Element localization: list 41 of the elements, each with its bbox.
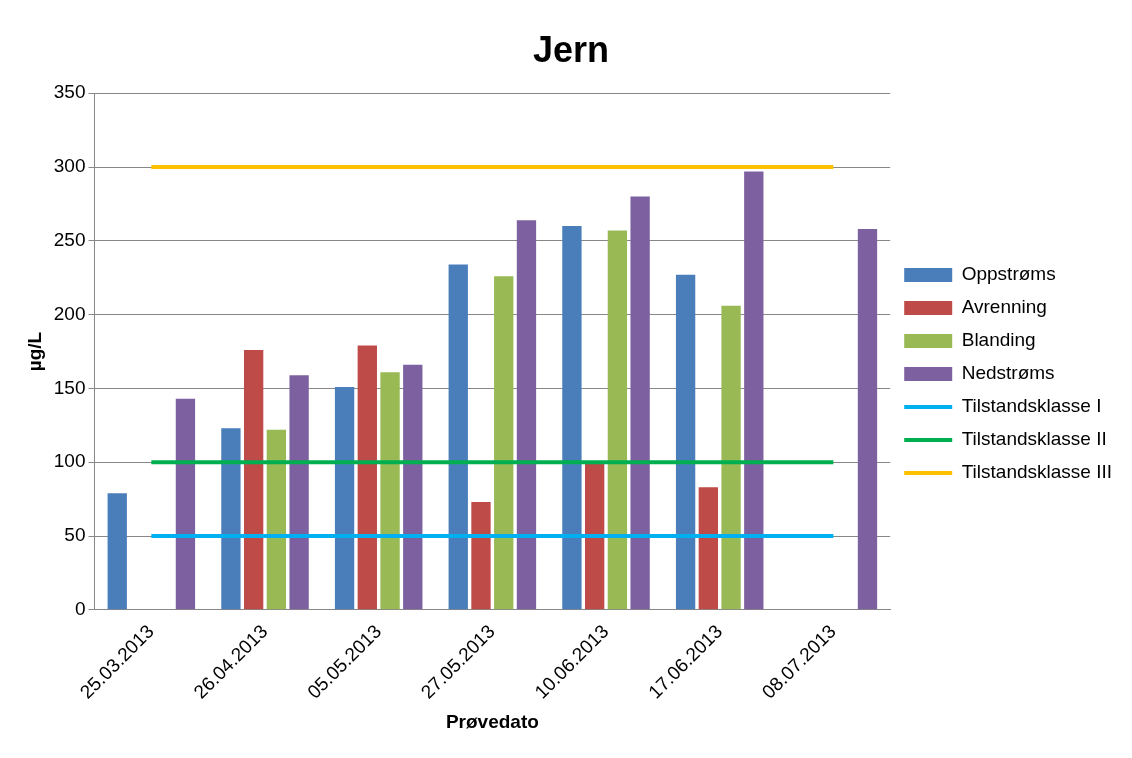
bar <box>448 264 468 610</box>
bar <box>289 375 309 610</box>
bar <box>107 493 127 610</box>
bar <box>266 429 287 610</box>
chart-title: Jern <box>532 28 610 70</box>
bar <box>630 196 650 610</box>
legend-label: Nedstrøms <box>961 362 1055 384</box>
bar <box>516 220 537 610</box>
bar <box>471 502 491 610</box>
y-tick-label: 0 <box>74 598 86 620</box>
bar <box>607 230 628 610</box>
legend-label: Avrenning <box>961 296 1047 318</box>
y-tick-label: 350 <box>53 81 86 103</box>
x-axis-title: Prøvedato <box>445 710 539 732</box>
y-tick-label: 200 <box>53 302 86 324</box>
legend-label: Tilstandsklasse III <box>961 461 1112 483</box>
bar <box>675 274 696 610</box>
legend-label: Oppstrøms <box>961 263 1056 285</box>
bar <box>334 386 355 610</box>
bar <box>698 487 718 610</box>
bar <box>857 229 878 610</box>
y-tick-label: 150 <box>53 376 86 398</box>
bar <box>585 462 605 610</box>
legend-label: Tilstandsklasse I <box>961 395 1102 417</box>
legend-label: Tilstandsklasse II <box>961 428 1107 450</box>
bar <box>721 305 741 610</box>
y-tick-label: 100 <box>53 450 86 472</box>
bar <box>744 171 764 610</box>
bar <box>562 226 582 610</box>
bar <box>243 350 264 610</box>
bar <box>175 398 196 610</box>
bar <box>221 428 241 610</box>
y-tick-label: 300 <box>53 155 86 177</box>
bar <box>494 276 514 610</box>
bar <box>357 345 377 610</box>
bar <box>380 372 400 610</box>
y-axis-title: µg/L <box>23 331 45 372</box>
y-tick-label: 250 <box>53 229 86 251</box>
bar <box>403 364 423 610</box>
legend-label: Blanding <box>961 329 1036 351</box>
y-tick-label: 50 <box>64 524 86 546</box>
